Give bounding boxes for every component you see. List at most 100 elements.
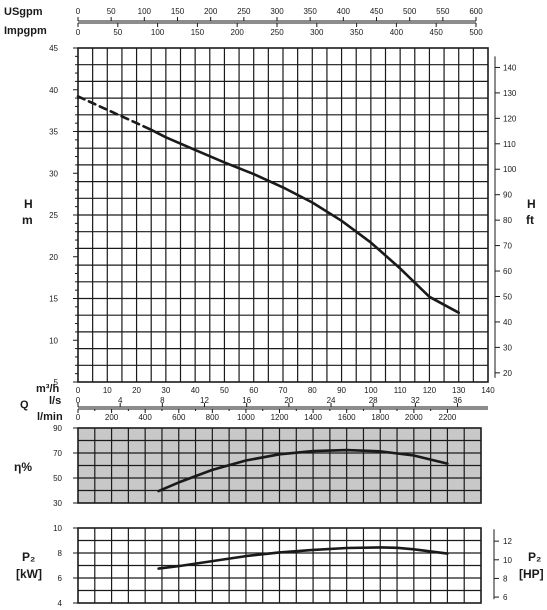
m3h-tick-label: 140 xyxy=(481,386,495,395)
head-y-tick-label: 20 xyxy=(49,253,58,262)
ls-tick-label: 28 xyxy=(369,396,378,405)
usgpm-tick-label: 500 xyxy=(403,7,417,16)
power-frame xyxy=(77,527,482,604)
head-y-tick-label: 35 xyxy=(49,128,58,137)
usgpm-tick-label: 100 xyxy=(138,7,152,16)
power-right-label-top: P₂ xyxy=(528,550,541,564)
head-y-tick-label: 40 xyxy=(49,86,58,95)
power-chart: 4 6 8 10 6 8 10 12 P₂ [kW] P₂ [HP] xyxy=(16,524,544,608)
efficiency-y-tick-label: 50 xyxy=(53,474,62,483)
efficiency-y-tick-label: 30 xyxy=(53,499,62,508)
efficiency-y-tick-label: 70 xyxy=(53,449,62,458)
m3h-tick-label: 30 xyxy=(161,386,170,395)
ls-tick-label: 0 xyxy=(76,396,81,405)
ls-tick-label: 8 xyxy=(160,396,165,405)
usgpm-ticks: 0 50 100 150 200 250 300 350 400 450 500 550 600 xyxy=(76,7,483,21)
head-curve-solid xyxy=(149,128,460,314)
efficiency-y-ticks: 30 50 70 90 xyxy=(53,424,78,508)
head-y-tick-label: 30 xyxy=(49,169,58,178)
head-y2-tick-label: 80 xyxy=(503,216,512,225)
lmin-tick-label: 2000 xyxy=(405,413,423,422)
head-right-label-bottom: ft xyxy=(526,213,534,227)
lmin-tick-label: 1000 xyxy=(237,413,255,422)
power-y-tick-label: 10 xyxy=(53,524,62,533)
m3h-tick-label: 40 xyxy=(191,386,200,395)
usgpm-tick-label: 250 xyxy=(237,7,251,16)
efficiency-y-tick-label: 90 xyxy=(53,424,62,433)
head-y2-tick-label: 140 xyxy=(503,63,517,72)
m3h-label: m³/h xyxy=(36,383,60,395)
usgpm-tick-label: 150 xyxy=(171,7,185,16)
ls-ticks: 0 4 8 12 16 20 24 28 32 36 xyxy=(76,396,463,407)
usgpm-tick-label: 350 xyxy=(303,7,317,16)
m3h-tick-label: 100 xyxy=(364,386,378,395)
impgpm-tick-label: 200 xyxy=(231,28,245,37)
usgpm-tick-label: 0 xyxy=(76,7,81,16)
head-y2-tick-label: 130 xyxy=(503,89,517,98)
m3h-tick-label: 130 xyxy=(452,386,466,395)
head-y2-tick-label: 60 xyxy=(503,267,512,276)
ls-label: l/s xyxy=(49,395,61,407)
head-y2-tick-label: 100 xyxy=(503,165,517,174)
ls-tick-label: 16 xyxy=(242,396,251,405)
head-chart: 5 10 15 20 25 30 35 40 45 20 30 40 50 60 70 80 90 100 110… xyxy=(22,44,536,387)
m3h-tick-label: 10 xyxy=(103,386,112,395)
lmin-tick-label: 1400 xyxy=(304,413,322,422)
q-label: Q xyxy=(20,399,29,411)
ls-tick-label: 32 xyxy=(411,396,420,405)
power-y2-ticks: 6 8 10 12 xyxy=(493,529,512,602)
usgpm-tick-label: 400 xyxy=(337,7,351,16)
head-left-label-bottom: m xyxy=(22,213,33,227)
head-y2-tick-label: 110 xyxy=(503,140,516,149)
power-y-ticks: 4 6 8 10 xyxy=(53,524,78,608)
head-y-tick-label: 45 xyxy=(49,44,58,53)
impgpm-tick-label: 500 xyxy=(469,28,483,37)
head-y-tick-label: 5 xyxy=(54,378,59,387)
m3h-ticks: 0 10 20 30 40 50 60 70 80 90 100 110 120 130 140 xyxy=(76,386,495,395)
m3h-tick-label: 70 xyxy=(279,386,288,395)
head-y2-ticks: 20 30 40 50 60 70 80 90 100 110 120 130 140 xyxy=(494,56,517,378)
lmin-tick-label: 1800 xyxy=(371,413,389,422)
usgpm-tick-label: 200 xyxy=(204,7,218,16)
lmin-tick-label: 200 xyxy=(105,413,119,422)
impgpm-tick-label: 450 xyxy=(430,28,444,37)
head-y2-tick-label: 120 xyxy=(503,114,517,123)
usgpm-tick-label: 450 xyxy=(370,7,384,16)
usgpm-tick-label: 550 xyxy=(436,7,450,16)
power-grid xyxy=(78,528,481,603)
usgpm-tick-label: 300 xyxy=(270,7,284,16)
m3h-tick-label: 60 xyxy=(249,386,258,395)
usgpm-label: USgpm xyxy=(4,6,43,18)
head-y2-tick-label: 70 xyxy=(503,242,512,251)
efficiency-label: η% xyxy=(14,460,32,474)
efficiency-grid xyxy=(78,428,481,503)
head-y2-tick-label: 50 xyxy=(503,292,512,301)
impgpm-label: Impgpm xyxy=(4,25,47,37)
head-y-tick-label: 25 xyxy=(49,211,58,220)
ls-tick-label: 12 xyxy=(200,396,209,405)
power-left-label-bottom: [kW] xyxy=(16,567,42,581)
ls-tick-label: 4 xyxy=(118,396,123,405)
lmin-tick-label: 2200 xyxy=(439,413,457,422)
m3h-tick-label: 80 xyxy=(308,386,317,395)
impgpm-tick-label: 150 xyxy=(191,28,205,37)
ls-tick-label: 20 xyxy=(284,396,293,405)
head-right-label-top: H xyxy=(527,197,536,211)
power-right-label-bottom: [HP] xyxy=(519,567,544,581)
m3h-tick-label: 120 xyxy=(423,386,437,395)
head-y-tick-label: 10 xyxy=(49,336,58,345)
m3h-tick-label: 20 xyxy=(132,386,141,395)
usgpm-tick-label: 600 xyxy=(469,7,483,16)
efficiency-chart: 30 50 70 90 η% xyxy=(14,424,482,508)
impgpm-tick-label: 50 xyxy=(113,28,122,37)
impgpm-tick-label: 400 xyxy=(390,28,404,37)
power-y2-tick-label: 6 xyxy=(503,593,508,602)
head-y-tick-label: 15 xyxy=(49,295,58,304)
power-y2-tick-label: 12 xyxy=(503,537,512,546)
impgpm-ticks: 0 50 100 150 200 250 300 350 400 450 500 xyxy=(76,23,483,37)
m3h-tick-label: 50 xyxy=(220,386,229,395)
m3h-tick-label: 110 xyxy=(394,386,407,395)
lmin-tick-label: 800 xyxy=(206,413,220,422)
impgpm-tick-label: 300 xyxy=(310,28,324,37)
